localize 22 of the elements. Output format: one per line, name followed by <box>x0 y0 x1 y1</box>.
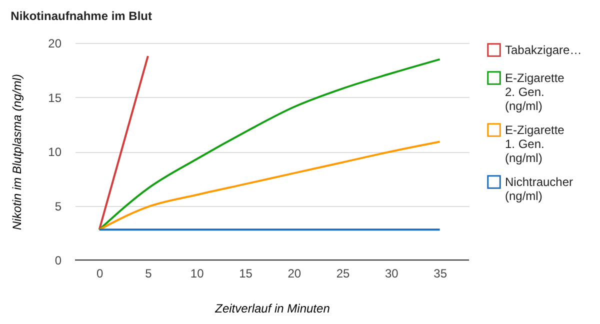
chart-title: Nikotinaufnahme im Blut <box>10 9 152 23</box>
x-tick-label: 0 <box>96 266 104 280</box>
legend-label: E-Zigarette 2. Gen. (ng/ml) <box>505 71 565 113</box>
y-tick-label: 15 <box>48 90 62 105</box>
y-tick-label: 20 <box>48 36 62 50</box>
y-tick-label: 10 <box>48 145 62 159</box>
line-series <box>98 58 441 231</box>
x-tick-label: 35 <box>434 266 448 280</box>
x-axis-title: Zeitverlauf in Minuten <box>214 302 330 316</box>
legend-label: Tabakzigare… <box>505 43 582 57</box>
legend-label: Nichtraucher (ng/ml) <box>505 175 574 203</box>
x-tick-label: 15 <box>239 266 253 280</box>
legend-label: E-Zigarette 1. Gen. (ng/ml) <box>505 123 565 165</box>
x-tick-label: 30 <box>384 266 399 280</box>
x-tick-label: 10 <box>190 266 204 280</box>
y-axis-title: Nikotin im Blutplasma (ng/ml) <box>10 74 24 230</box>
y-tick-label: 5 <box>54 199 62 214</box>
x-tick-label: 25 <box>336 266 350 280</box>
x-tick-label: 5 <box>145 266 152 280</box>
y-tick-label: 0 <box>54 254 62 268</box>
line-series <box>98 140 441 231</box>
x-tick-label: 20 <box>288 266 302 280</box>
